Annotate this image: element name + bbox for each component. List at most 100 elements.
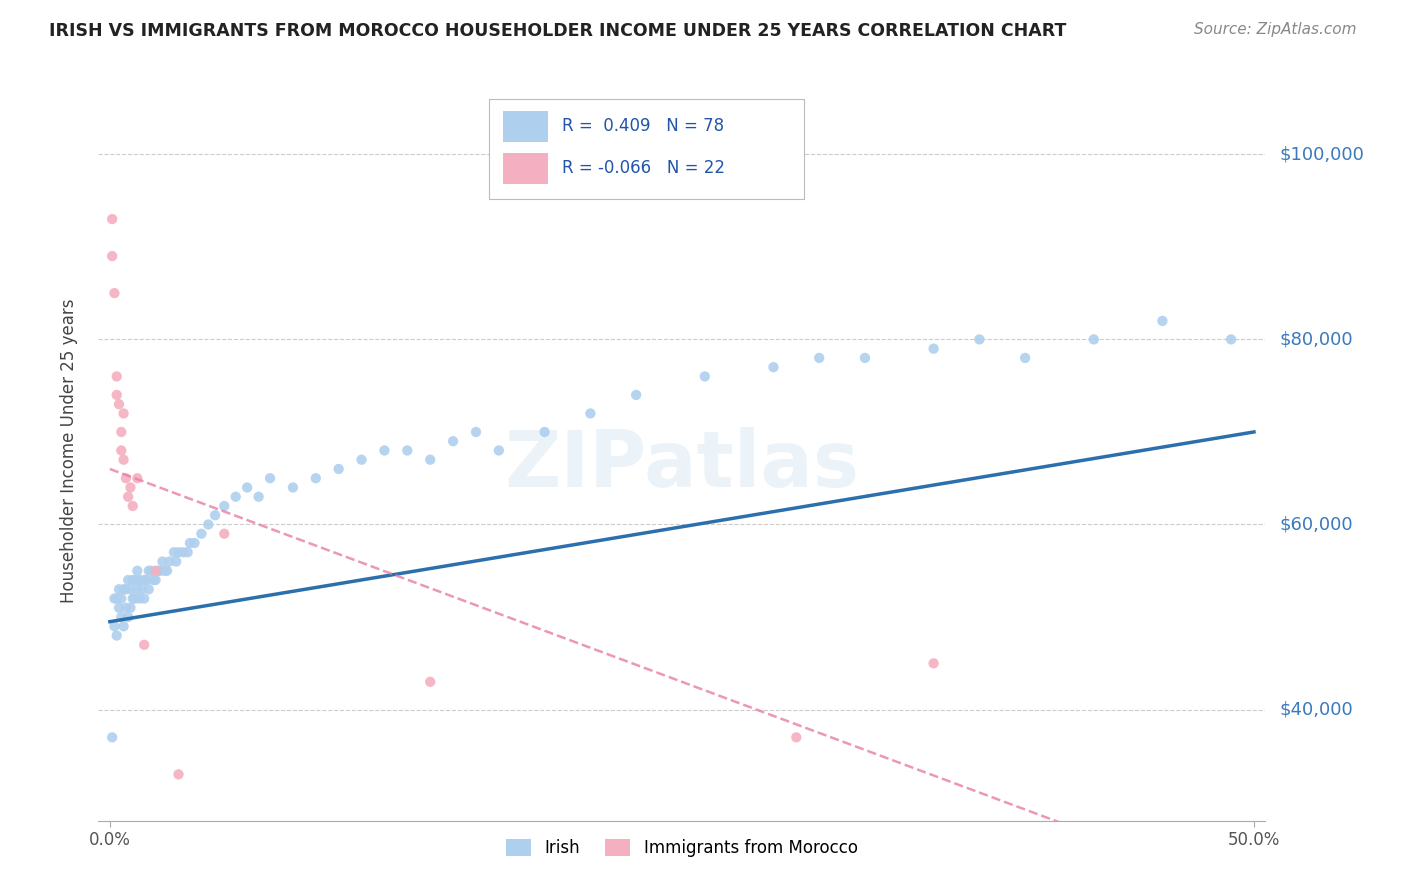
Point: [533, 425, 555, 439]
Point: [762, 360, 785, 375]
Point: [465, 425, 488, 439]
Point: [214, 526, 236, 541]
Point: [139, 564, 162, 578]
Point: [176, 545, 198, 559]
Point: [117, 490, 139, 504]
Text: R =  0.409   N = 78: R = 0.409 N = 78: [562, 117, 724, 136]
Point: [204, 508, 226, 523]
Point: [121, 499, 143, 513]
Point: [105, 388, 128, 402]
Point: [157, 554, 180, 569]
Point: [121, 591, 143, 606]
Point: [969, 333, 991, 347]
Point: [853, 351, 876, 365]
Point: [108, 600, 131, 615]
Point: [112, 407, 135, 421]
Point: [110, 443, 132, 458]
Point: [110, 591, 132, 606]
Point: [103, 591, 125, 606]
Point: [101, 731, 124, 745]
Text: $40,000: $40,000: [1279, 700, 1353, 719]
Point: [134, 591, 156, 606]
Point: [808, 351, 831, 365]
Point: [350, 452, 373, 467]
Point: [225, 490, 247, 504]
Point: [128, 591, 150, 606]
Point: [163, 545, 186, 559]
Point: [128, 573, 150, 587]
Point: [112, 619, 135, 633]
Point: [105, 591, 128, 606]
Text: Source: ZipAtlas.com: Source: ZipAtlas.com: [1194, 22, 1357, 37]
Point: [165, 554, 187, 569]
Point: [110, 425, 132, 439]
Point: [922, 657, 945, 671]
Point: [1220, 333, 1243, 347]
FancyBboxPatch shape: [503, 111, 548, 142]
Point: [105, 629, 128, 643]
Point: [396, 443, 419, 458]
Text: $60,000: $60,000: [1279, 516, 1353, 533]
Point: [120, 600, 142, 615]
Point: [145, 564, 167, 578]
Point: [247, 490, 270, 504]
Text: R = -0.066   N = 22: R = -0.066 N = 22: [562, 160, 724, 178]
Point: [101, 249, 124, 263]
Point: [120, 582, 142, 597]
Point: [1152, 314, 1174, 328]
Point: [488, 443, 510, 458]
Point: [624, 388, 647, 402]
Point: [167, 545, 190, 559]
Point: [156, 564, 179, 578]
Point: [138, 564, 160, 578]
Point: [145, 573, 167, 587]
Point: [214, 499, 236, 513]
Text: $100,000: $100,000: [1279, 145, 1364, 163]
Point: [108, 582, 131, 597]
Point: [149, 564, 172, 578]
Point: [117, 573, 139, 587]
Point: [134, 638, 156, 652]
Point: [693, 369, 716, 384]
Point: [138, 582, 160, 597]
Point: [419, 674, 441, 689]
Point: [103, 619, 125, 633]
Point: [103, 286, 125, 301]
FancyBboxPatch shape: [503, 153, 548, 184]
Point: [117, 610, 139, 624]
FancyBboxPatch shape: [489, 99, 804, 199]
Point: [152, 554, 174, 569]
Point: [110, 610, 132, 624]
Point: [105, 369, 128, 384]
Point: [190, 526, 212, 541]
Y-axis label: Householder Income Under 25 years: Householder Income Under 25 years: [59, 298, 77, 603]
Point: [112, 452, 135, 467]
Point: [328, 462, 350, 476]
Point: [419, 452, 441, 467]
Point: [153, 564, 176, 578]
Point: [579, 407, 602, 421]
Point: [115, 582, 138, 597]
Point: [127, 471, 149, 485]
Point: [120, 481, 142, 495]
Point: [142, 573, 165, 587]
Point: [131, 582, 153, 597]
Point: [167, 767, 190, 781]
Text: IRISH VS IMMIGRANTS FROM MOROCCO HOUSEHOLDER INCOME UNDER 25 YEARS CORRELATION C: IRISH VS IMMIGRANTS FROM MOROCCO HOUSEHO…: [49, 22, 1067, 40]
Point: [115, 471, 138, 485]
Point: [127, 564, 149, 578]
Text: $80,000: $80,000: [1279, 330, 1353, 349]
Point: [135, 573, 157, 587]
Point: [115, 600, 138, 615]
Point: [785, 731, 807, 745]
Point: [108, 397, 131, 411]
Legend: Irish, Immigrants from Morocco: Irish, Immigrants from Morocco: [499, 832, 865, 864]
Point: [127, 582, 149, 597]
Point: [305, 471, 328, 485]
Text: ZIPatlas: ZIPatlas: [505, 427, 859, 503]
Point: [1014, 351, 1036, 365]
Point: [112, 582, 135, 597]
Point: [134, 573, 156, 587]
Point: [441, 434, 464, 449]
Point: [121, 573, 143, 587]
